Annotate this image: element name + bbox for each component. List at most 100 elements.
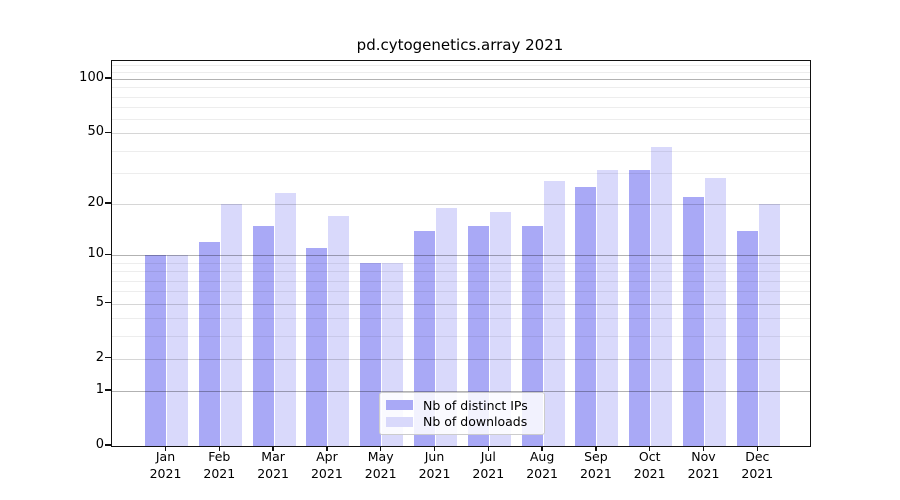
gridline-6 xyxy=(112,291,810,293)
x-tick-year: 2021 xyxy=(741,465,774,481)
x-tick-label-nov: Nov 2021 xyxy=(676,449,732,482)
bar-downloads-jun xyxy=(436,207,457,446)
gridline-4 xyxy=(112,318,810,320)
gridline-10 xyxy=(112,255,810,257)
y-tick-mark-0 xyxy=(105,444,111,446)
legend-label-distinct-ips: Nb of distinct IPs xyxy=(423,397,528,413)
bar-downloads-nov xyxy=(705,178,726,446)
x-tick-label-dec: Dec 2021 xyxy=(729,449,785,482)
gridline-9 xyxy=(112,262,810,264)
y-tick-label-2: 2 xyxy=(95,349,104,365)
x-tick-mark-jun xyxy=(433,446,436,452)
y-tick-mark-2 xyxy=(105,356,111,359)
x-tick-mark-nov xyxy=(702,446,705,452)
x-tick-year: 2021 xyxy=(203,465,236,481)
x-tick-year: 2021 xyxy=(364,465,397,481)
gridline-60 xyxy=(112,119,810,121)
gridline-2 xyxy=(112,358,810,360)
bar-downloads-jan xyxy=(167,255,188,446)
x-tick-year: 2021 xyxy=(526,465,558,481)
y-tick-mark-50 xyxy=(105,131,111,134)
y-tick-label-10: 10 xyxy=(87,246,104,262)
bar-distinct-ips-jan xyxy=(145,255,166,446)
x-tick-year: 2021 xyxy=(418,465,451,481)
bar-distinct-ips-sep xyxy=(575,186,597,446)
legend-item-downloads: Nb of downloads xyxy=(386,414,536,430)
x-tick-year: 2021 xyxy=(579,465,612,481)
gridline-20 xyxy=(112,203,810,205)
gridline-30 xyxy=(112,172,810,174)
y-tick-mark-10 xyxy=(105,253,111,255)
gridline-90 xyxy=(112,87,810,89)
gridline-100 xyxy=(112,79,810,80)
x-tick-label-jan: Jan 2021 xyxy=(138,449,194,482)
legend: Nb of distinct IPs Nb of downloads xyxy=(379,392,545,435)
x-tick-label-oct: Oct 2021 xyxy=(622,449,678,482)
y-tick-mark-100 xyxy=(105,77,111,79)
bar-distinct-ips-aug xyxy=(521,225,543,446)
bar-downloads-sep xyxy=(597,170,619,446)
y-tick-label-1: 1 xyxy=(95,381,104,397)
x-tick-label-aug: Aug 2021 xyxy=(514,449,570,482)
x-tick-mark-oct xyxy=(649,446,651,452)
x-tick-mark-aug xyxy=(541,446,543,452)
bar-downloads-mar xyxy=(274,193,296,446)
y-tick-label-100: 100 xyxy=(79,70,104,85)
bar-downloads-oct xyxy=(651,146,673,446)
plot-area xyxy=(111,60,811,447)
gridline-8 xyxy=(112,271,810,273)
bar-downloads-feb xyxy=(220,203,242,446)
bar-distinct-ips-dec xyxy=(736,230,758,446)
x-tick-label-feb: Feb 2021 xyxy=(191,449,247,482)
y-tick-label-0: 0 xyxy=(95,437,104,452)
bar-distinct-ips-jul xyxy=(467,225,489,446)
bar-distinct-ips-mar xyxy=(252,225,274,446)
bar-distinct-ips-apr xyxy=(306,248,328,446)
y-tick-label-50: 50 xyxy=(87,124,104,140)
y-tick-mark-1 xyxy=(105,389,111,391)
gridline-1 xyxy=(112,390,810,392)
x-tick-mark-feb xyxy=(218,446,220,452)
bar-distinct-ips-oct xyxy=(629,170,651,446)
gridline-120 xyxy=(112,64,810,66)
bar-downloads-dec xyxy=(758,203,780,446)
bar-downloads-apr xyxy=(328,216,350,446)
y-tick-label-20: 20 xyxy=(87,194,104,210)
legend-swatch-distinct-ips xyxy=(386,400,413,411)
x-tick-mark-jul xyxy=(487,446,489,452)
gridline-110 xyxy=(112,71,810,73)
bar-downloads-aug xyxy=(543,181,565,446)
gridline-3 xyxy=(112,335,810,337)
x-tick-label-may: May 2021 xyxy=(353,449,409,482)
x-tick-mark-dec xyxy=(756,446,758,452)
gridline-50 xyxy=(112,133,810,135)
legend-label-downloads: Nb of downloads xyxy=(423,414,528,430)
x-tick-mark-may xyxy=(380,446,382,452)
x-tick-label-mar: Mar 2021 xyxy=(245,449,301,482)
gridline-70 xyxy=(112,107,810,109)
y-tick-mark-20 xyxy=(105,202,111,204)
bar-distinct-ips-may xyxy=(360,262,382,446)
y-tick-label-5: 5 xyxy=(95,294,104,310)
y-tick-mark-5 xyxy=(105,301,111,304)
bar-distinct-ips-nov xyxy=(683,196,704,446)
bar-downloads-jul xyxy=(489,211,511,446)
x-tick-year: 2021 xyxy=(149,465,182,481)
x-tick-mark-sep xyxy=(595,446,597,452)
gridline-5 xyxy=(112,303,810,305)
x-tick-mark-mar xyxy=(272,446,274,452)
gridline-40 xyxy=(112,150,810,152)
gridline-80 xyxy=(112,96,810,98)
x-tick-mark-jan xyxy=(164,446,167,452)
x-tick-label-apr: Apr 2021 xyxy=(299,449,355,482)
x-tick-mark-apr xyxy=(326,446,328,452)
x-tick-year: 2021 xyxy=(257,465,289,481)
legend-item-distinct-ips: Nb of distinct IPs xyxy=(386,397,536,413)
gridline-7 xyxy=(112,280,810,282)
x-tick-year: 2021 xyxy=(472,465,505,481)
x-tick-label-sep: Sep 2021 xyxy=(568,449,624,482)
x-tick-year: 2021 xyxy=(633,465,666,481)
x-tick-year: 2021 xyxy=(687,465,720,481)
x-tick-year: 2021 xyxy=(310,465,343,481)
